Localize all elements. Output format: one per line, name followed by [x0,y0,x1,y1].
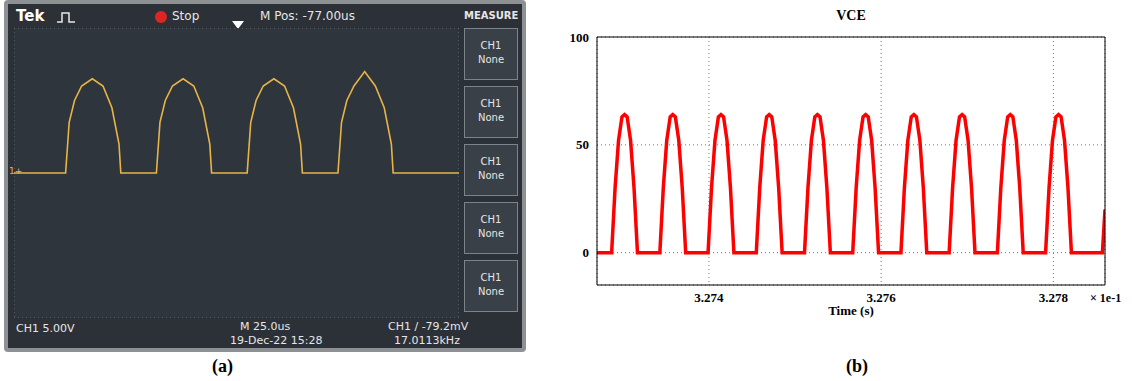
svg-text:50: 50 [576,137,589,152]
html-text:M Pos: -77.00us: M Pos: -77.00us [260,9,355,23]
html-text:M 25.0us: M 25.0us [240,320,291,333]
html-text:None: None [478,112,504,123]
html-text:None: None [478,54,504,65]
html-text:None: None [478,170,504,181]
svg-text:3.276: 3.276 [867,290,897,305]
html-text:CH1: CH1 [480,214,502,225]
html-text:VCE: VCE [836,8,866,23]
html-text:MEASURE: MEASURE [464,10,519,21]
svg-text:0: 0 [583,245,590,260]
html-text:Stop: Stop [172,9,200,23]
html-text:CH1 / -79.2mV: CH1 / -79.2mV [388,320,469,333]
html-text:CH1 5.00V: CH1 5.00V [16,322,75,335]
html-text:× 1e-1: × 1e-1 [1090,291,1122,305]
html-text:17.0113kHz: 17.0113kHz [394,334,460,347]
html-text:(a): (a) [212,356,233,376]
html-text:None: None [478,286,504,297]
svg-text:100: 100 [570,30,590,45]
html-text:CH1: CH1 [480,272,502,283]
svg-text:3.274: 3.274 [694,290,724,305]
html-text:Time (s): Time (s) [828,303,874,318]
html-text:(b): (b) [846,356,868,376]
html-text:None: None [478,228,504,239]
svg-text:3.278: 3.278 [1039,290,1069,305]
html-text:19-Dec-22 15:28: 19-Dec-22 15:28 [230,334,323,347]
html-text:CH1: CH1 [480,40,502,51]
html-text:1+: 1+ [9,166,23,176]
html-text:CH1: CH1 [480,156,502,167]
html-text:Tek: Tek [16,7,45,25]
html-text:CH1: CH1 [480,98,502,109]
